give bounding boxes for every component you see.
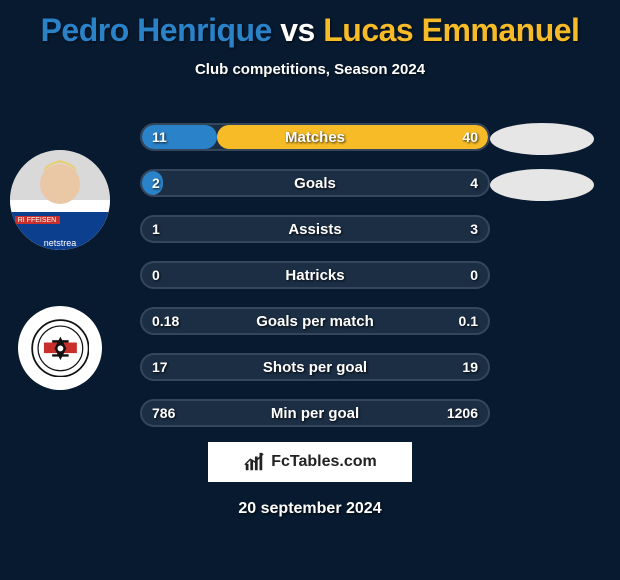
left-column: netstrea RI FFEISEN	[10, 150, 110, 390]
chart-icon	[243, 451, 265, 473]
stat-label: Goals per match	[142, 309, 488, 333]
svg-text:netstrea: netstrea	[44, 238, 77, 248]
stat-row: 0.180.1Goals per match	[140, 307, 490, 335]
date-text: 20 september 2024	[0, 500, 620, 518]
stat-row: 1719Shots per goal	[140, 353, 490, 381]
comparison-title: Pedro Henrique vs Lucas Emmanuel	[0, 0, 620, 49]
stat-row: 1140Matches	[140, 123, 490, 151]
player1-name: Pedro Henrique	[41, 12, 272, 48]
player1-photo: netstrea RI FFEISEN	[10, 150, 110, 250]
logo-text: FcTables.com	[271, 453, 377, 471]
stat-row: 24Goals	[140, 169, 490, 197]
svg-text:RI FFEISEN: RI FFEISEN	[18, 217, 57, 224]
stat-label: Shots per goal	[142, 355, 488, 379]
vs-text: vs	[280, 12, 315, 48]
stat-row: 7861206Min per goal	[140, 399, 490, 427]
stat-label: Assists	[142, 217, 488, 241]
stat-label: Matches	[142, 125, 488, 149]
player2-photo-1	[490, 123, 594, 155]
player2-photo-2	[490, 169, 594, 201]
stat-label: Goals	[142, 171, 488, 195]
stats-container: 1140Matches 24Goals 13Assists 00Hatricks 0.1…	[140, 123, 490, 445]
right-column	[490, 123, 600, 215]
fctables-logo[interactable]: FcTables.com	[208, 442, 412, 482]
stat-row: 00Hatricks	[140, 261, 490, 289]
season-subtitle: Club competitions, Season 2024	[0, 61, 620, 78]
stat-row: 13Assists	[140, 215, 490, 243]
player2-name: Lucas Emmanuel	[323, 12, 579, 48]
stat-label: Hatricks	[142, 263, 488, 287]
club-badge	[18, 306, 102, 390]
stat-label: Min per goal	[142, 401, 488, 425]
